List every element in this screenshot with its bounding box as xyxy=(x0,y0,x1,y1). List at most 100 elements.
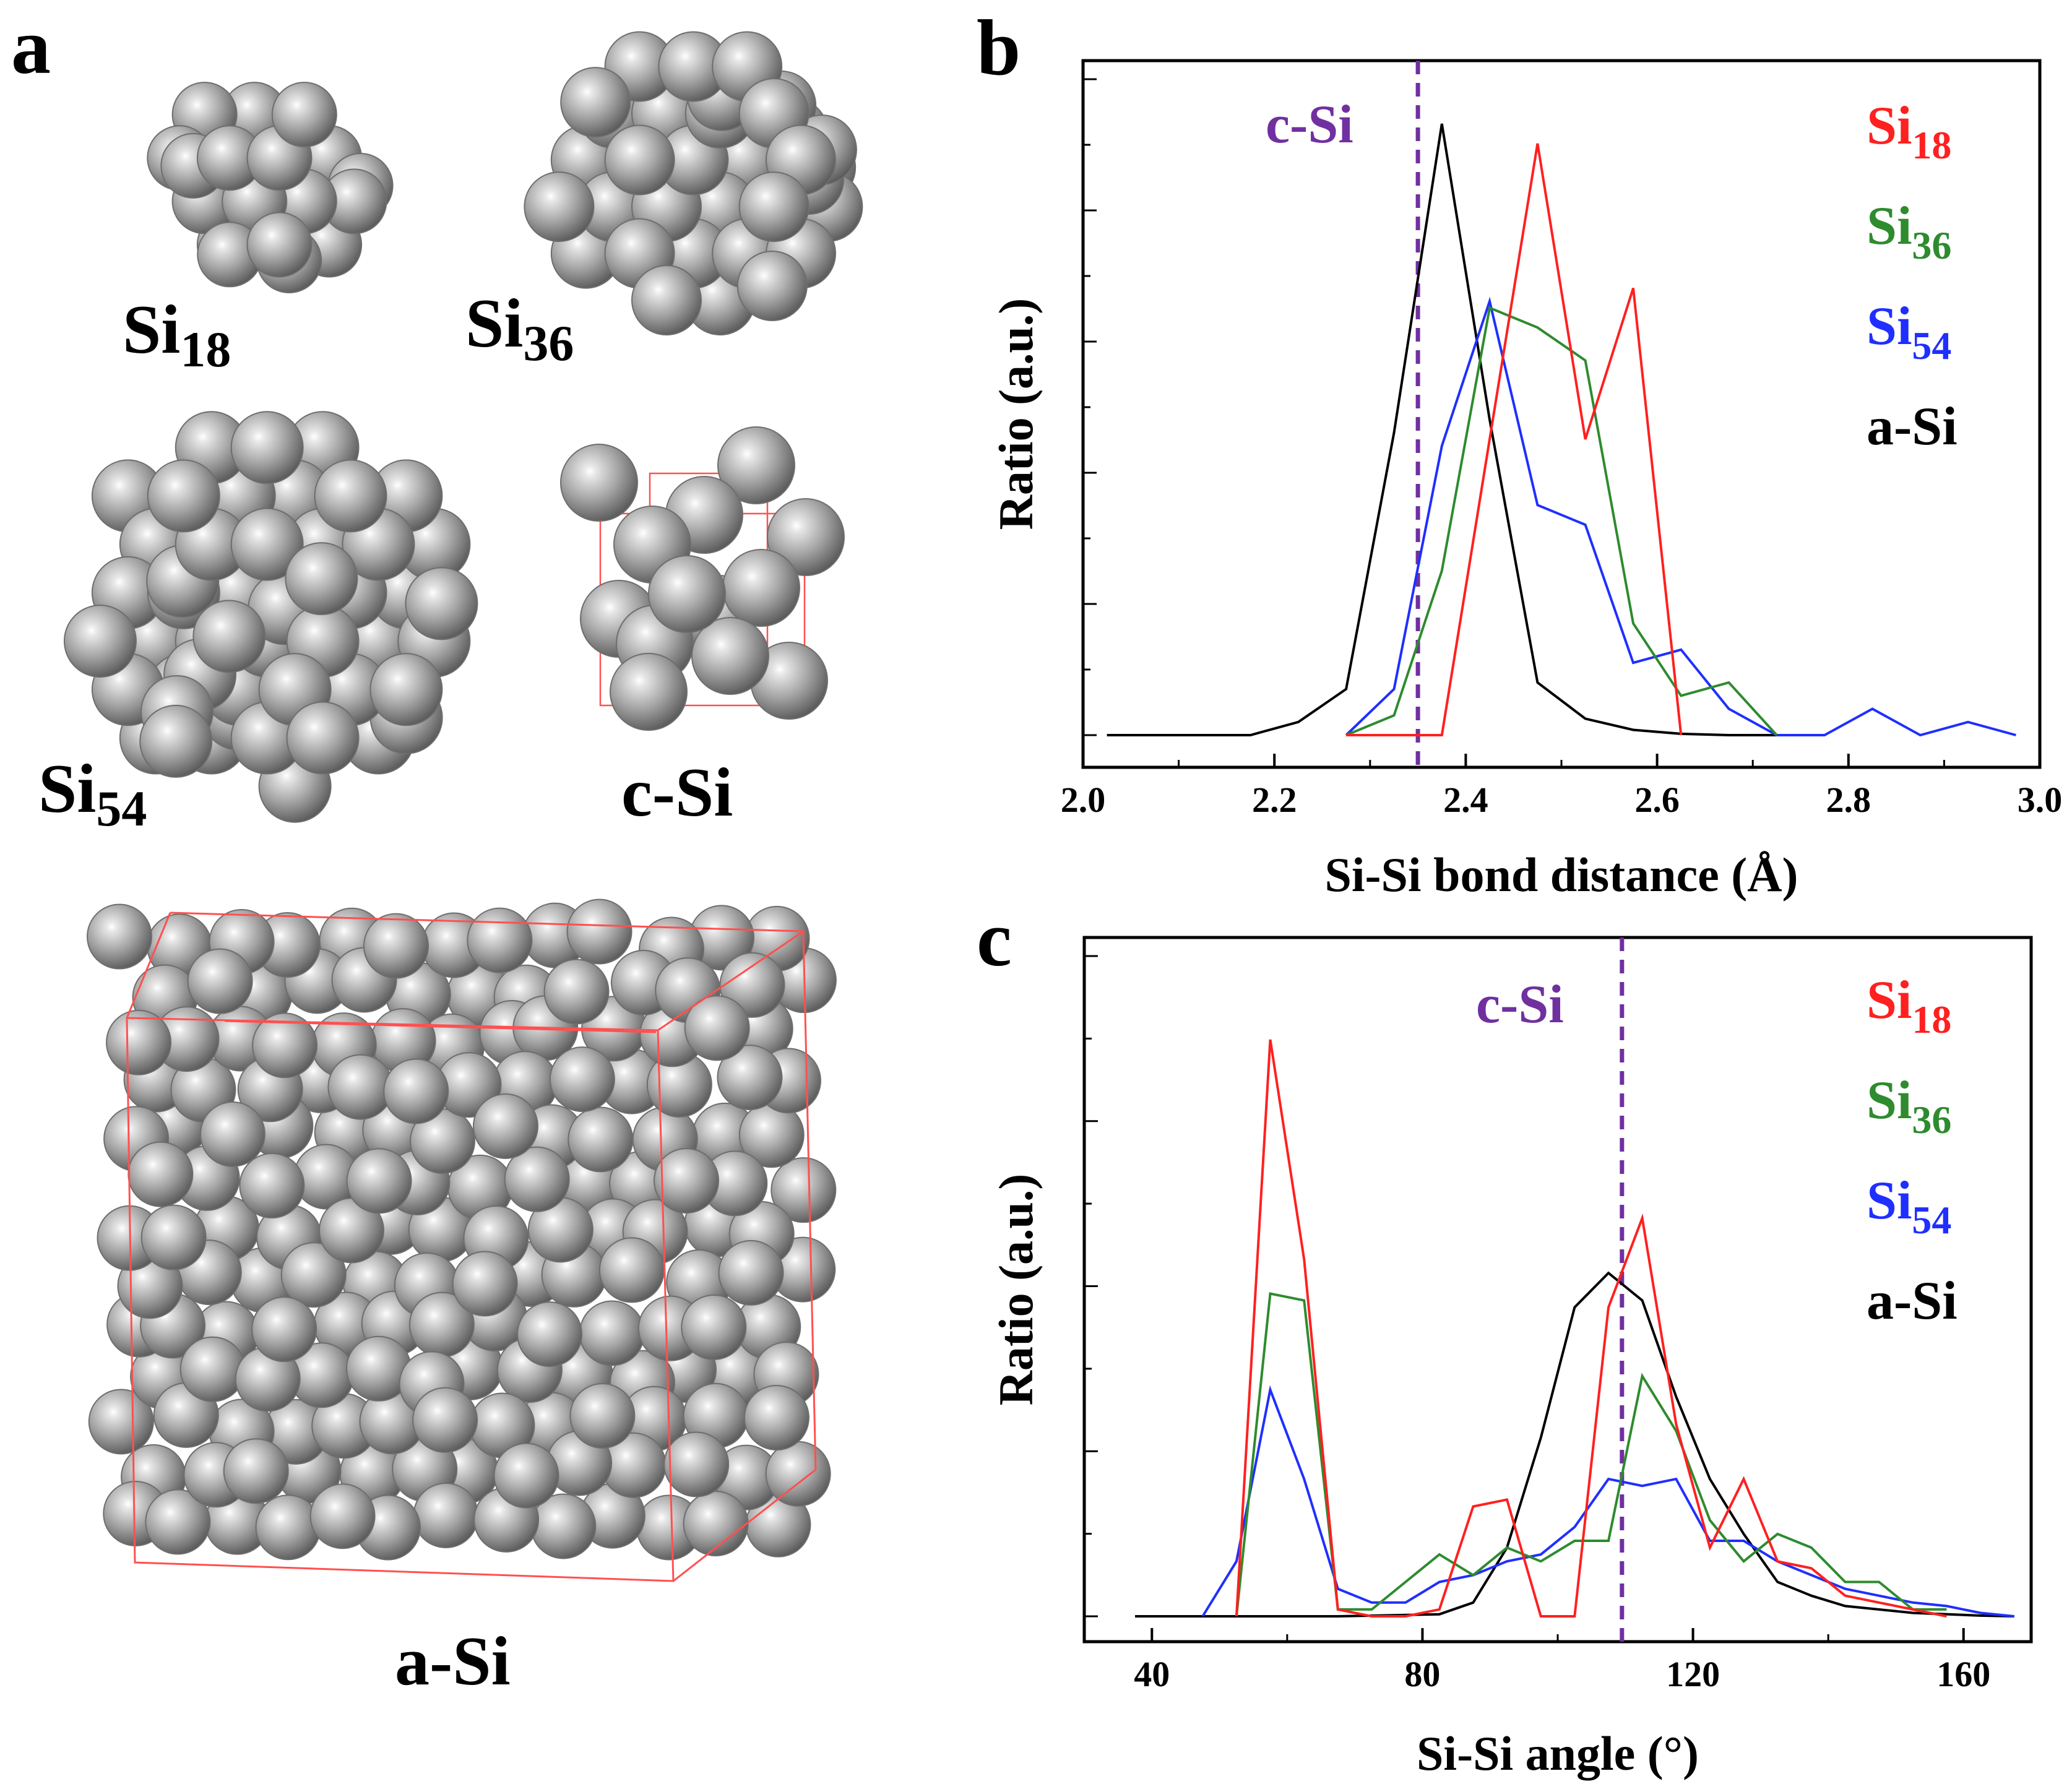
legend-entry-asi: a-Si xyxy=(1867,397,1958,457)
label-si54: Si54 xyxy=(38,751,147,837)
atom-sphere xyxy=(524,171,595,243)
atom-sphere xyxy=(106,1009,172,1075)
a-si-box-image xyxy=(87,898,837,1582)
si18-cluster-image xyxy=(147,82,394,293)
atom-sphere xyxy=(663,1431,730,1497)
atom-sphere xyxy=(718,1239,784,1306)
legend-entry-si54: Si54 xyxy=(1867,296,1951,368)
atom-sphere xyxy=(127,1141,194,1207)
legend-entry-si36: Si36 xyxy=(1867,1071,1951,1142)
atom-sphere xyxy=(223,1438,289,1504)
tick-group: 40 80 120 160 xyxy=(1084,955,1990,1694)
atom-sphere xyxy=(139,704,213,778)
simulation-box-edge xyxy=(657,930,804,1032)
atom-sphere xyxy=(327,1054,394,1120)
atom-sphere xyxy=(199,1101,265,1167)
series-line-a-si xyxy=(1107,123,1777,736)
atom-sphere xyxy=(493,1442,559,1509)
atom-sphere xyxy=(717,426,795,504)
atom-sphere xyxy=(413,1482,479,1548)
atom-sphere xyxy=(239,1153,305,1219)
atom-sphere xyxy=(271,82,337,148)
label-si36: Si36 xyxy=(465,285,574,371)
si36-cluster-image xyxy=(524,31,863,336)
c-si-reference-label: c-Si xyxy=(1476,975,1564,1035)
x-tick-label: 2.8 xyxy=(1826,780,1871,820)
atom-sphere xyxy=(631,265,702,336)
atom-sphere xyxy=(549,1046,615,1113)
x-tick-label: 80 xyxy=(1404,1654,1440,1694)
atom-sphere xyxy=(560,444,638,522)
atom-sphere xyxy=(251,1296,317,1363)
atom-sphere xyxy=(255,1494,321,1561)
atom-sphere xyxy=(717,1045,783,1111)
y-axis-title: Ratio (a.u.) xyxy=(989,298,1043,530)
atom-sphere xyxy=(684,995,750,1061)
x-axis-title: Si-Si bond distance (Å) xyxy=(1325,848,1798,902)
atom-sphere xyxy=(604,124,675,196)
simulation-box-edge xyxy=(224,1020,657,1033)
atom-sphere xyxy=(736,250,808,321)
legend: Si18 Si36 Si54 a-Si xyxy=(1867,96,1958,457)
atom-sphere xyxy=(145,1489,211,1555)
atom-sphere xyxy=(683,1491,749,1557)
series-line-si54 xyxy=(1201,1385,2014,1618)
label-a-si: a-Si xyxy=(395,1623,511,1700)
legend: Si18 Si36 Si54 a-Si xyxy=(1867,970,1958,1331)
atom-sphere xyxy=(246,212,313,278)
atom-sphere xyxy=(252,1012,318,1079)
atom-sphere xyxy=(610,653,688,731)
series-line-si54 xyxy=(1345,296,2016,737)
atom-sphere xyxy=(568,1106,634,1173)
x-tick-label: 3.0 xyxy=(2018,780,2063,820)
x-tick-label: 2.6 xyxy=(1634,780,1680,820)
atom-sphere xyxy=(192,600,266,673)
atom-sphere xyxy=(598,1237,665,1303)
x-tick-label: 160 xyxy=(1936,1654,1990,1694)
panel-c-angle-chart: c 40 80 120 160 c-Si Si18 Si36 Si54 a-Si Si-Si… xyxy=(977,895,2033,1780)
series-line-si18 xyxy=(1346,143,1683,736)
atom-sphere xyxy=(346,1148,412,1214)
panel-b-bond-distance-chart: b 2.0 2.2 2.4 2.6 2.8 3.0 c-Si Si18 Si36 Si54 a-… xyxy=(977,4,2062,902)
tick-group: 2.0 2.2 2.4 2.6 2.8 3.0 xyxy=(1061,78,2063,820)
atom-sphere xyxy=(765,1441,831,1507)
legend-entry-asi: a-Si xyxy=(1867,1271,1958,1331)
x-axis-title: Si-Si angle (°) xyxy=(1417,1726,1699,1780)
atom-sphere xyxy=(467,907,533,973)
atom-sphere xyxy=(767,498,845,576)
atom-sphere xyxy=(87,903,153,970)
panel-a-structures: a Si18 Si36 Si54 c-Si a-Si xyxy=(11,2,863,1700)
atom-sphere xyxy=(452,1251,518,1317)
atom-sphere xyxy=(280,1242,347,1308)
atom-sphere xyxy=(566,898,632,965)
label-c-si: c-Si xyxy=(621,754,733,831)
series-line-a-si xyxy=(1135,1271,2014,1618)
atom-sphere xyxy=(543,959,610,1025)
legend-entry-si36: Si36 xyxy=(1867,196,1951,267)
atom-sphere xyxy=(363,913,429,979)
legend-entry-si54: Si54 xyxy=(1867,1171,1951,1242)
c-si-reference-label: c-Si xyxy=(1266,95,1353,155)
atom-sphere xyxy=(771,1157,837,1223)
series-line-si18 xyxy=(1235,1039,1947,1618)
atom-sphere xyxy=(412,1387,478,1453)
atom-sphere xyxy=(230,507,304,581)
x-tick-label: 2.4 xyxy=(1443,780,1488,820)
panel-c-letter: c xyxy=(977,895,1012,983)
atom-sphere xyxy=(654,1148,720,1214)
atom-sphere xyxy=(383,1058,449,1124)
series-group xyxy=(1135,1039,2014,1618)
atom-sphere xyxy=(569,1383,636,1449)
x-tick-label: 2.2 xyxy=(1252,780,1297,820)
atom-sphere xyxy=(579,1300,645,1366)
panel-b-letter: b xyxy=(977,4,1021,92)
series-group xyxy=(1107,123,2016,737)
atom-sphere xyxy=(472,1093,538,1159)
legend-entry-si18: Si18 xyxy=(1867,96,1951,167)
panel-a-letter: a xyxy=(11,2,51,90)
atom-sphere xyxy=(517,1301,583,1368)
x-tick-label: 40 xyxy=(1134,1654,1170,1694)
legend-entry-si18: Si18 xyxy=(1867,970,1951,1041)
atom-sphere xyxy=(179,1336,246,1402)
